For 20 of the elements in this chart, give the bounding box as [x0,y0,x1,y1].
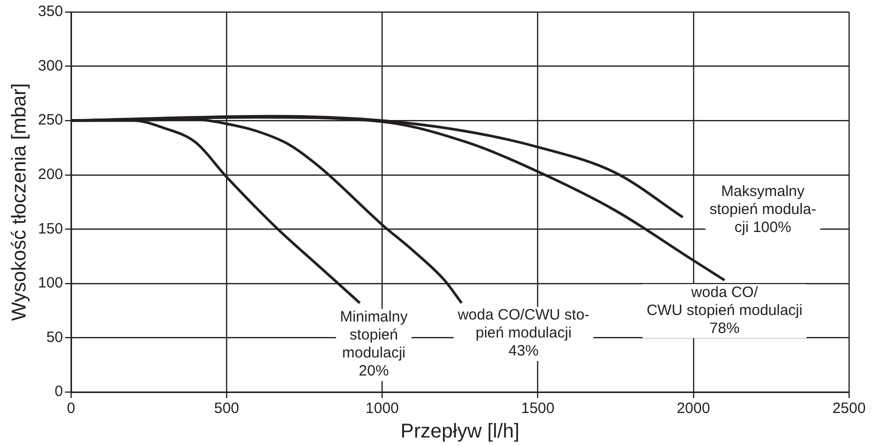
annotation: woda CO/ CWU stopień modulacji 78% [646,284,802,337]
x-tick-label: 2000 [676,400,710,418]
x-tick-label: 2500 [832,400,866,418]
x-axis-title: Przepływ [l/h] [400,420,520,443]
y-tick-label: 100 [38,274,64,292]
x-tick-label: 1000 [366,400,399,418]
annotation: Maksymalny stopień modula- cji 100% [709,182,816,236]
y-tick-label: 50 [46,328,64,346]
y-tick-label: 0 [54,383,64,400]
x-tick-label: 1500 [521,400,554,418]
y-tick-label: 350 [38,3,64,20]
annotation: woda CO/CWU sto- pień modulacji 43% [456,306,590,360]
y-axis-title: Wysokość tłoczenia [mbar] [8,83,31,321]
x-tick-label: 0 [66,400,76,418]
annotation: Minimalny stopień modulacji 20% [340,308,408,380]
y-tick-label: 150 [38,220,64,238]
x-tick-label: 500 [214,400,240,418]
y-tick-label: 200 [38,166,64,183]
y-tick-label: 250 [38,112,64,129]
y-tick-label: 300 [38,57,64,74]
